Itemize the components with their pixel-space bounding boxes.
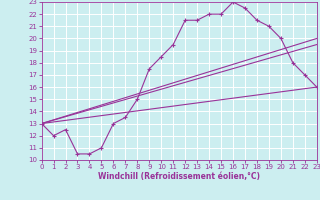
X-axis label: Windchill (Refroidissement éolien,°C): Windchill (Refroidissement éolien,°C) — [98, 172, 260, 181]
